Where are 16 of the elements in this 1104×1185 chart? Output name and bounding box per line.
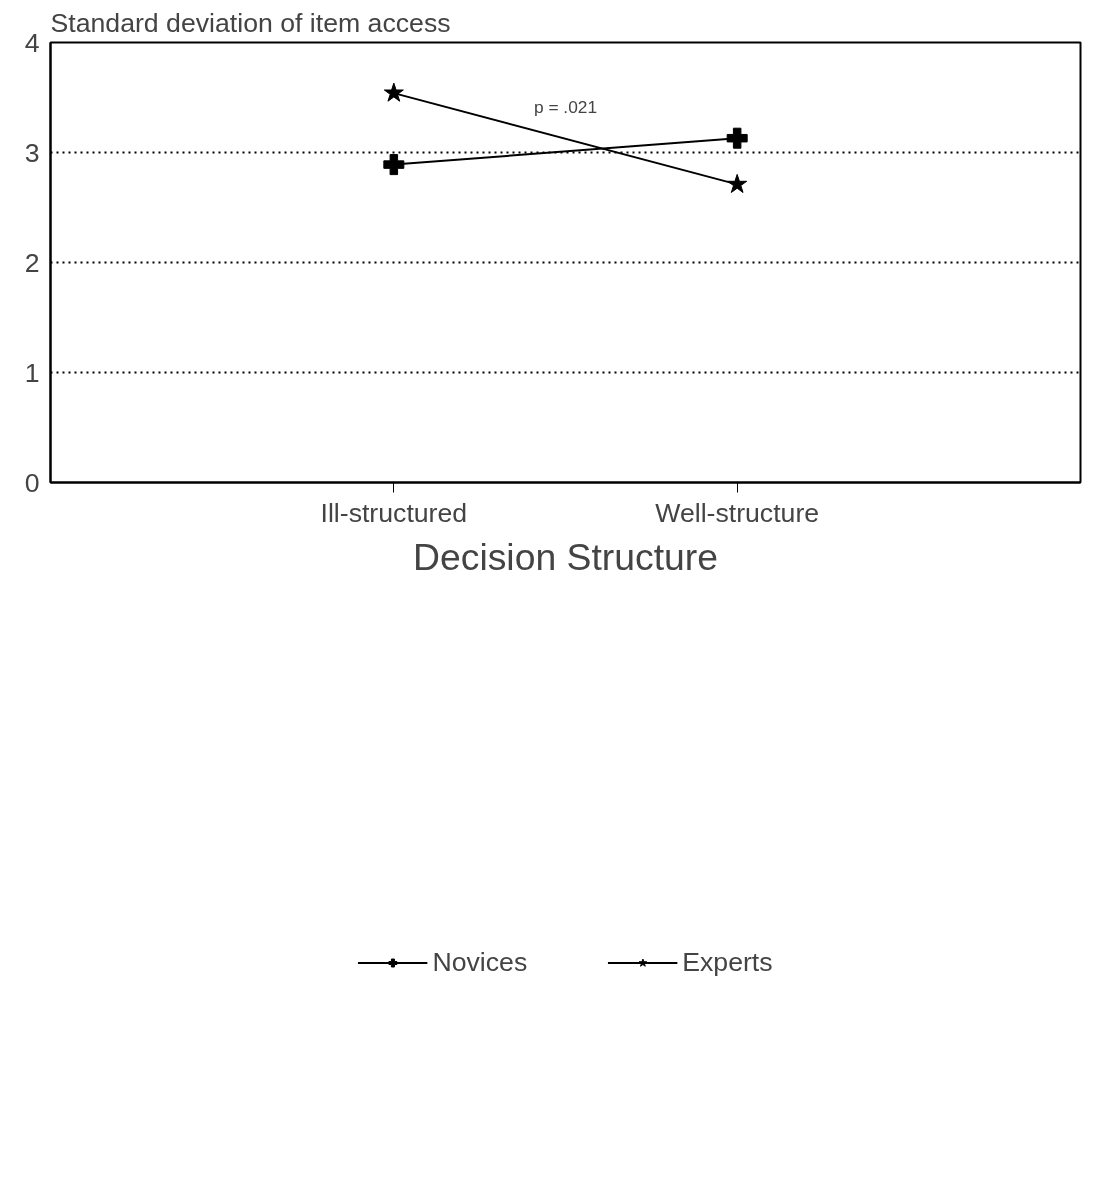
- y-tick-label: 1: [24, 357, 40, 388]
- annotation: p = .021: [533, 97, 598, 118]
- x-axis-title: Decision Structure: [413, 535, 718, 578]
- point: [383, 154, 405, 176]
- legend-label: Novices: [432, 946, 528, 978]
- x-tick-label: Well-structure: [655, 497, 820, 528]
- y-tick-label: 2: [24, 247, 40, 278]
- y-tick-label: 3: [24, 137, 40, 168]
- point: [383, 82, 404, 102]
- legend-label: Experts: [682, 946, 773, 978]
- point: [726, 127, 748, 149]
- y-tick-label: 4: [24, 27, 40, 58]
- y-tick-label: 0: [24, 467, 40, 498]
- point: [727, 173, 748, 193]
- x-tick-label: Ill-structured: [320, 497, 468, 528]
- y-axis-title: Standard deviation of item access: [50, 7, 451, 38]
